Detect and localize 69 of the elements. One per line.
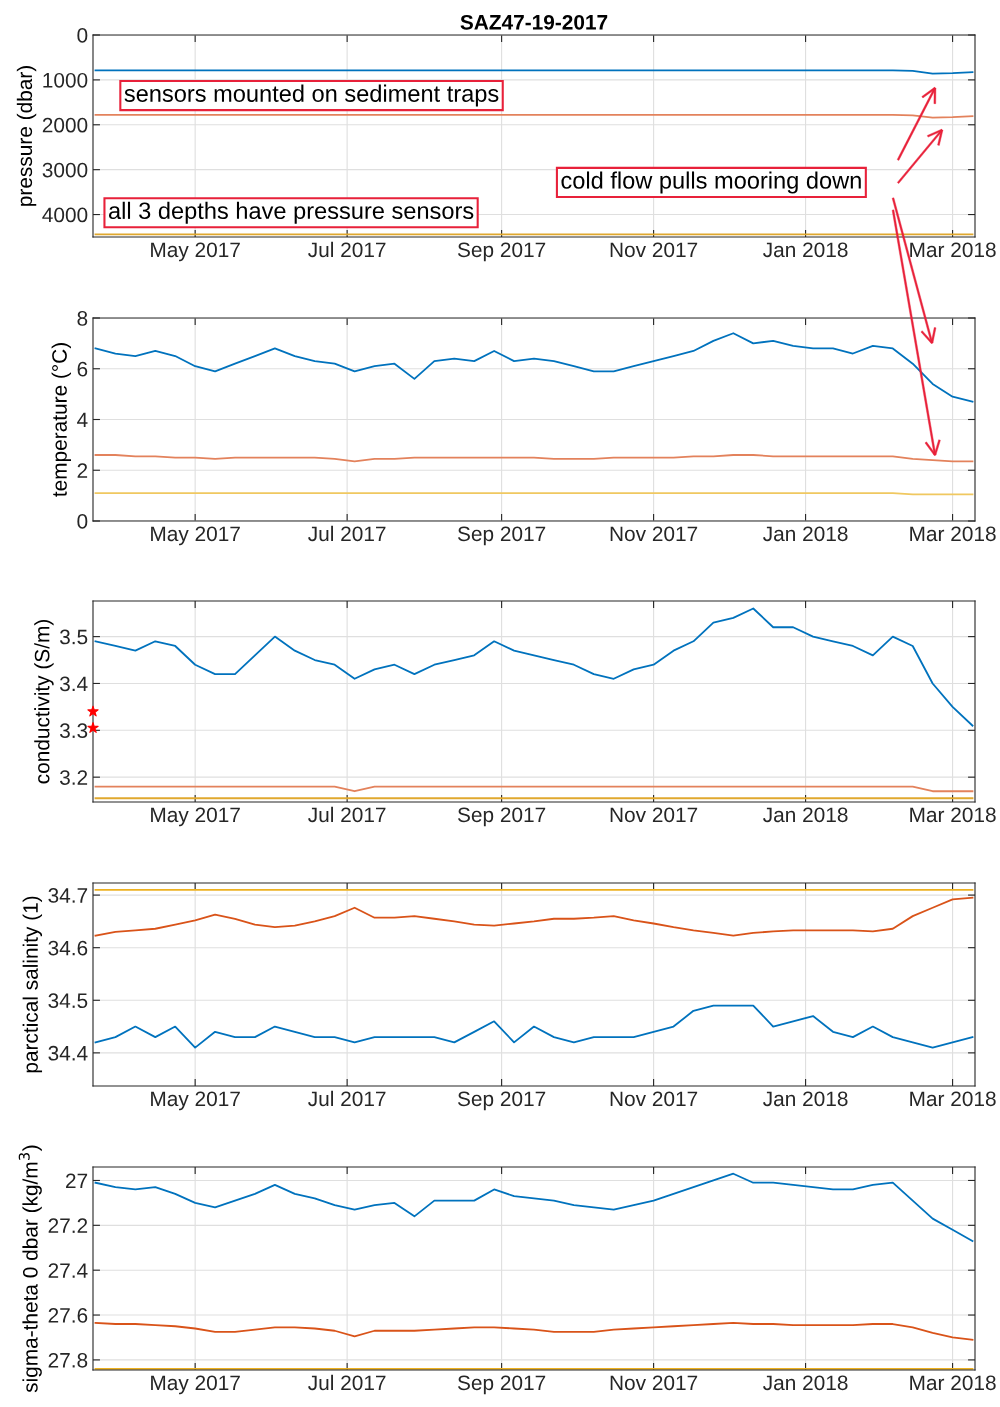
y-tick-label: 27.2 (48, 1218, 88, 1233)
x-tick-label: Jul 2017 (308, 241, 386, 258)
x-tick-label: Nov 2017 (610, 1375, 698, 1391)
y-tick-label: 8 (77, 311, 88, 326)
x-tick-label: Mar 2018 (910, 1375, 996, 1391)
x-tick-label: Jul 2017 (308, 1090, 386, 1107)
x-tick-label: Nov 2017 (610, 526, 698, 542)
y-tick-label: 2 (77, 463, 88, 478)
line-series (94, 1172, 974, 1242)
y-tick-label: 3.3 (59, 723, 88, 739)
x-tick-label: Jan 2018 (763, 1091, 848, 1107)
x-tick-label: Jul 2017 (308, 1374, 386, 1391)
y-tick-label: 3000 (42, 162, 88, 178)
x-tick-label: Mar 2018 (910, 526, 996, 542)
y-tick-label: 27.8 (48, 1352, 88, 1368)
y-axis-title: sigma-theta 0 dbar (kg/m$^{3}$) (18, 1145, 42, 1393)
y-tick-label: 34.5 (48, 993, 88, 1009)
y-tick-label: 34.6 (48, 940, 88, 956)
x-tick-label: Jan 2018 (763, 526, 848, 542)
x-tick-label: Sep 2017 (457, 807, 546, 827)
x-tick-label: May 2017 (151, 807, 240, 827)
y-tick-label: 1000 (43, 72, 88, 88)
y-tick-label: 0 (77, 28, 88, 43)
x-tick-label: Sep 2017 (457, 1091, 546, 1111)
x-tick-label: Sep 2017 (457, 1375, 546, 1395)
y-tick-label: 2000 (42, 117, 88, 133)
y-tick-label: 34.7 (48, 888, 88, 903)
line-series (94, 332, 974, 403)
x-tick-label: Mar 2018 (910, 807, 996, 823)
x-tick-label: Mar 2018 (910, 1091, 996, 1107)
chart-title: SAZ47-19-2017 (460, 14, 608, 30)
y-tick-label: 27.6 (48, 1308, 88, 1323)
annotation: sensors mounted on sediment traps (124, 84, 499, 107)
x-tick-label: May 2017 (151, 1375, 240, 1395)
x-tick-label: Sep 2017 (457, 526, 546, 546)
y-tick-label: 0 (77, 514, 88, 529)
x-tick-label: Nov 2017 (610, 1091, 698, 1107)
y-tick-label: 3.2 (59, 770, 88, 785)
y-axis-title: temperature (°C) (51, 343, 71, 497)
y-tick-label: 4000 (42, 207, 88, 223)
x-tick-label: May 2017 (151, 1091, 240, 1111)
x-tick-label: Jan 2018 (763, 807, 848, 823)
y-tick-label: 6 (77, 361, 88, 377)
x-tick-label: Sep 2017 (457, 242, 546, 262)
y-tick-label: 3.5 (59, 629, 88, 645)
y-tick-label: 4 (77, 412, 88, 428)
x-tick-label: Jan 2018 (763, 1375, 848, 1391)
line-series (94, 1321, 974, 1341)
y-axis-title: conductivity (S/m) (34, 620, 54, 784)
y-axis-title: pressure (dbar) (16, 66, 37, 206)
x-tick-label: Jul 2017 (308, 525, 386, 542)
y-axis-title: parctical salinity (1) (22, 896, 43, 1073)
x-tick-label: Nov 2017 (610, 242, 698, 258)
x-tick-label: Jan 2018 (763, 242, 848, 258)
x-tick-label: May 2017 (151, 242, 240, 262)
line-series (94, 896, 974, 937)
line-series (94, 607, 974, 727)
annotation: cold flow pulls mooring down (561, 171, 861, 194)
annotation: all 3 depths have pressure sensors (109, 201, 474, 224)
y-tick-label: 27.4 (48, 1263, 88, 1278)
x-tick-label: May 2017 (151, 526, 240, 546)
y-tick-label: 34.4 (48, 1045, 88, 1061)
x-tick-label: Jul 2017 (308, 806, 386, 823)
y-tick-label: 27 (66, 1173, 88, 1189)
line-series (94, 1004, 974, 1049)
line-series (94, 454, 974, 463)
y-tick-label: 3.4 (59, 676, 88, 692)
x-tick-label: Nov 2017 (610, 807, 698, 823)
x-tick-label: Mar 2018 (910, 242, 996, 258)
